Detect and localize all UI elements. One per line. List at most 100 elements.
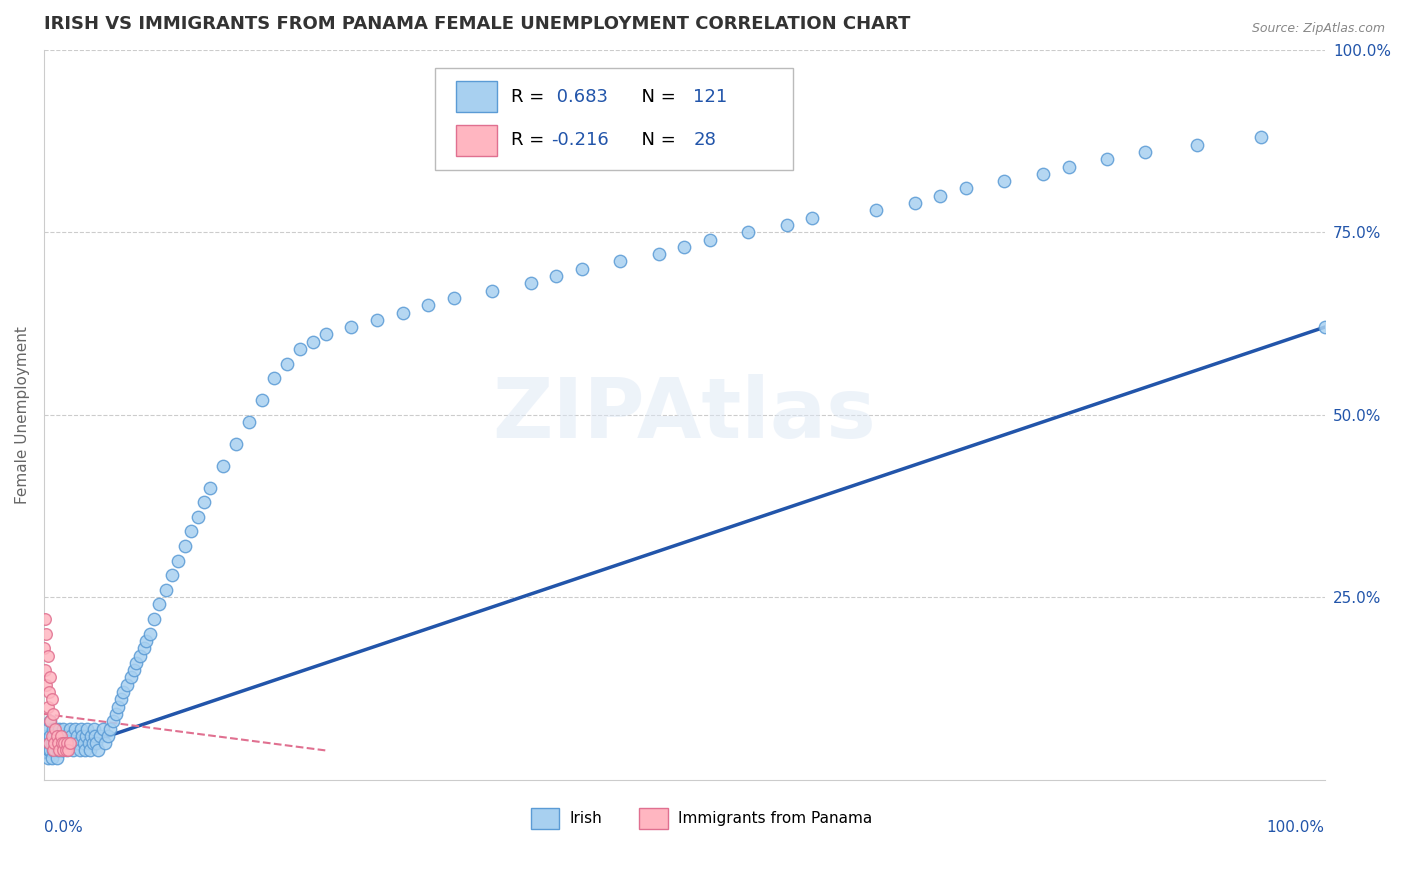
Point (77, 736, 100, 750)
Point (52, 743, 75, 757)
Text: N =: N = (630, 87, 682, 105)
Point (70, 722, 93, 736)
Point (79, 743, 101, 757)
Point (44, 722, 66, 736)
Point (44, 743, 66, 757)
FancyBboxPatch shape (434, 68, 793, 170)
Point (89, 729, 111, 743)
Text: Immigrants from Panama: Immigrants from Panama (678, 811, 872, 826)
Point (104, 706, 127, 721)
Point (59, 729, 82, 743)
Text: IRISH VS IMMIGRANTS FROM PANAMA FEMALE UNEMPLOYMENT CORRELATION CHART: IRISH VS IMMIGRANTS FROM PANAMA FEMALE U… (44, 15, 910, 33)
Point (39, 670, 62, 684)
Point (100, 722, 122, 736)
Point (91, 722, 114, 736)
Point (76, 722, 98, 736)
Point (83, 722, 105, 736)
Point (173, 539, 195, 553)
Point (84, 729, 107, 743)
Point (167, 554, 190, 568)
Text: 0.0%: 0.0% (44, 820, 83, 835)
Point (187, 509, 209, 524)
Point (38, 685, 60, 699)
Point (38, 736, 60, 750)
Point (519, 277, 541, 291)
Point (48, 743, 70, 757)
Point (340, 320, 363, 334)
Point (82, 736, 104, 750)
Point (63, 722, 86, 736)
Point (67, 736, 90, 750)
Point (225, 437, 247, 451)
Point (35, 729, 58, 743)
Point (120, 670, 142, 684)
Point (49, 743, 72, 757)
Point (32, 736, 55, 750)
Point (101, 714, 124, 729)
Point (38, 736, 60, 750)
Point (1057, 160, 1080, 174)
Text: 0.683: 0.683 (551, 87, 607, 105)
Point (41, 692, 63, 706)
Point (86, 743, 108, 757)
Point (238, 415, 260, 429)
Point (737, 225, 759, 239)
Point (46, 743, 69, 757)
Bar (457, 125, 498, 155)
Point (38, 743, 60, 757)
Point (139, 626, 162, 640)
Point (46, 736, 69, 750)
Text: 121: 121 (693, 87, 727, 105)
Point (955, 181, 977, 195)
Point (1250, 130, 1272, 145)
Point (37, 722, 59, 736)
Point (42, 743, 65, 757)
Point (42, 743, 65, 757)
Point (49, 729, 72, 743)
Point (51, 736, 73, 750)
Point (44, 736, 66, 750)
Text: -0.216: -0.216 (551, 131, 609, 149)
Point (1095, 153, 1118, 167)
Point (122, 663, 145, 677)
Point (94, 736, 117, 750)
Point (609, 254, 631, 268)
Point (125, 656, 148, 670)
Point (276, 357, 298, 371)
Point (41, 750, 63, 764)
Point (58, 736, 80, 750)
Point (39, 743, 62, 757)
Point (53, 736, 76, 750)
Text: R =: R = (512, 131, 550, 149)
Point (263, 371, 285, 385)
Point (904, 196, 927, 211)
Point (42, 722, 65, 736)
Point (80, 729, 103, 743)
Point (39, 729, 62, 743)
Point (60, 736, 83, 750)
Point (37, 750, 59, 764)
Point (200, 481, 222, 495)
Point (37, 648, 59, 663)
Point (45, 729, 67, 743)
Text: R =: R = (512, 87, 550, 105)
Point (129, 648, 152, 663)
Point (41, 729, 63, 743)
Point (993, 174, 1015, 188)
Point (44, 729, 66, 743)
Text: Irish: Irish (569, 811, 602, 826)
Point (42, 706, 65, 721)
Point (288, 342, 311, 356)
Point (48, 722, 70, 736)
Point (1185, 137, 1208, 152)
Point (366, 313, 388, 327)
Text: 100.0%: 100.0% (1267, 820, 1324, 835)
Point (865, 203, 887, 218)
Point (34, 663, 56, 677)
Point (416, 298, 439, 312)
Point (46, 729, 69, 743)
Point (180, 524, 202, 539)
Point (302, 334, 325, 349)
Point (62, 743, 84, 757)
Point (315, 327, 337, 342)
